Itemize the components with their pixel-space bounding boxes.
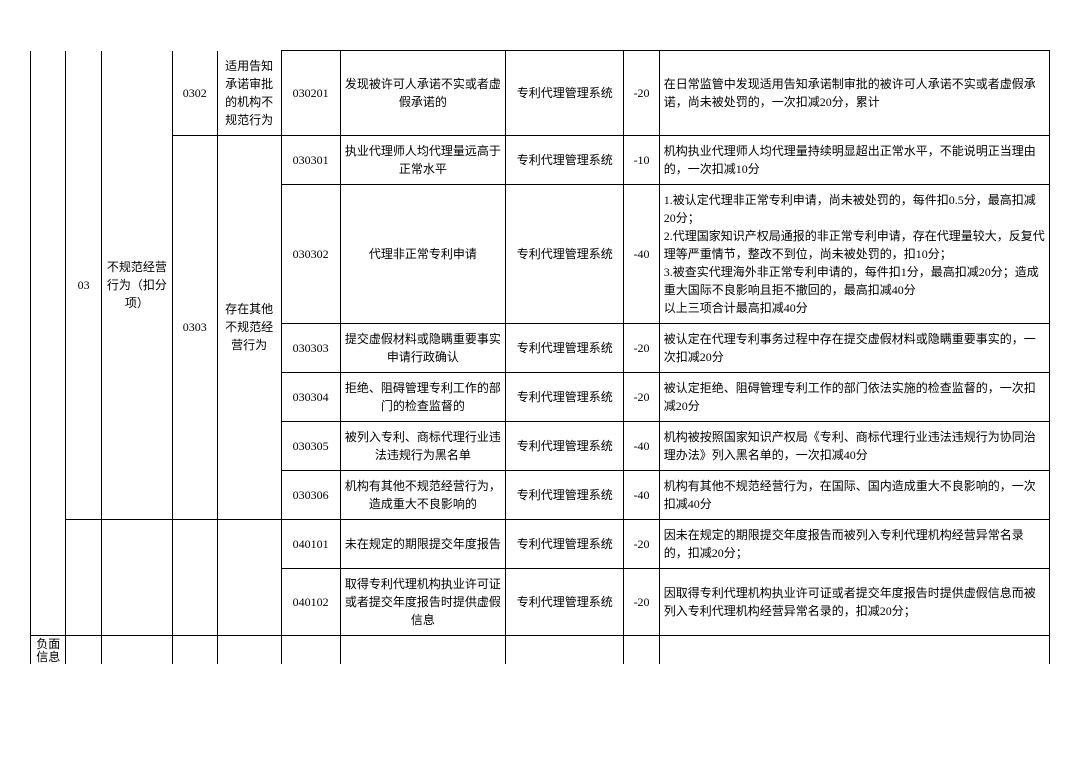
cell-label-03: 不规范经营行为（扣分项） xyxy=(101,51,172,520)
cell-remark: 机构执业代理师人均代理量持续明显超出正常水平，不能说明正当理由的，一次扣减10分 xyxy=(659,135,1049,184)
cell-label-0303: 存在其他不规范经营行为 xyxy=(217,135,281,519)
cell-remark: 因取得专利代理机构执业许可证或者提交年度报告时提供虚假信息而被列入专利代理机构经… xyxy=(659,568,1049,635)
cell-code-0302: 0302 xyxy=(172,51,217,136)
cell-item: 执业代理师人均代理量远高于正常水平 xyxy=(340,135,505,184)
cell-remark: 被认定在代理专利事务过程中存在提交虚假材料或隐瞒重要事实的，一次扣减20分 xyxy=(659,323,1049,372)
cell-remark: 机构有其他不规范经营行为，在国际、国内造成重大不良影响的，一次扣减40分 xyxy=(659,470,1049,519)
cell-item: 拒绝、阻碍管理专利工作的部门的检查监督的 xyxy=(340,372,505,421)
cell-code-04 xyxy=(66,519,101,635)
cell-item: 机构有其他不规范经营行为，造成重大不良影响的 xyxy=(340,470,505,519)
table-row: 0303 存在其他不规范经营行为 030301 执业代理师人均代理量远高于正常水… xyxy=(31,135,1050,184)
cell-item: 提交虚假材料或隐瞒重要事实申请行政确认 xyxy=(340,323,505,372)
cell-code: 030302 xyxy=(281,184,340,323)
cell-code: 030303 xyxy=(281,323,340,372)
cell-item: 取得专利代理机构执业许可证或者提交年度报告时提供虚假信息 xyxy=(340,568,505,635)
cell-score: -20 xyxy=(624,51,659,136)
cell-code: 040101 xyxy=(281,519,340,568)
cell-item: 被列入专利、商标代理行业违法违规行为黑名单 xyxy=(340,421,505,470)
cell-item: 发现被许可人承诺不实或者虚假承诺的 xyxy=(340,51,505,136)
cell-code-0401 xyxy=(172,519,217,635)
cell-item: 未在规定的期限提交年度报告 xyxy=(340,519,505,568)
deduction-table: 03 不规范经营行为（扣分项） 0302 适用告知承诺审批的机构不规范行为 03… xyxy=(30,50,1050,664)
cell-item: 代理非正常专利申请 xyxy=(340,184,505,323)
cell-score: -40 xyxy=(624,470,659,519)
cell-score: -40 xyxy=(624,421,659,470)
cell-label-04 xyxy=(101,519,172,635)
cell-code: 040102 xyxy=(281,568,340,635)
cell-remark: 在日常监管中发现适用告知承诺制审批的被许可人承诺不实或者虚假承诺，尚未被处罚的，… xyxy=(659,51,1049,136)
cell-remark: 机构被按照国家知识产权局《专利、商标代理行业违法违规行为协同治理办法》列入黑名单… xyxy=(659,421,1049,470)
cell-score: -10 xyxy=(624,135,659,184)
cell-source: 专利代理管理系统 xyxy=(506,421,624,470)
cell-source: 专利代理管理系统 xyxy=(506,323,624,372)
cell-remark: 1.被认定代理非正常专利申请，尚未被处罚的，每件扣0.5分，最高扣减20分；2.… xyxy=(659,184,1049,323)
cell-code: 030301 xyxy=(281,135,340,184)
cell-label-0302: 适用告知承诺审批的机构不规范行为 xyxy=(217,51,281,136)
cell-score: -20 xyxy=(624,372,659,421)
cell-source: 专利代理管理系统 xyxy=(506,470,624,519)
cell-code: 030201 xyxy=(281,51,340,136)
cell-score: -40 xyxy=(624,184,659,323)
cell-code-0303: 0303 xyxy=(172,135,217,519)
cell-source: 专利代理管理系统 xyxy=(506,372,624,421)
cell-source: 专利代理管理系统 xyxy=(506,51,624,136)
cell-source: 专利代理管理系统 xyxy=(506,519,624,568)
cell-remark: 因未在规定的期限提交年度报告而被列入专利代理机构经营异常名录的，扣减20分； xyxy=(659,519,1049,568)
cell-score: -20 xyxy=(624,568,659,635)
cell-col-a-label: 负面信息 xyxy=(31,635,66,664)
table-row: 040101 未在规定的期限提交年度报告 专利代理管理系统 -20 因未在规定的… xyxy=(31,519,1050,568)
cell-col-a xyxy=(31,51,66,636)
cell-remark: 被认定拒绝、阻碍管理专利工作的部门依法实施的检查监督的，一次扣减20分 xyxy=(659,372,1049,421)
cell-source: 专利代理管理系统 xyxy=(506,184,624,323)
cell-code: 030306 xyxy=(281,470,340,519)
cell-source: 专利代理管理系统 xyxy=(506,568,624,635)
table-row: 负面信息 xyxy=(31,635,1050,664)
cell-score: -20 xyxy=(624,519,659,568)
cell-code: 030305 xyxy=(281,421,340,470)
cell-code-03: 03 xyxy=(66,51,101,520)
cell-code: 030304 xyxy=(281,372,340,421)
table-row: 03 不规范经营行为（扣分项） 0302 适用告知承诺审批的机构不规范行为 03… xyxy=(31,51,1050,136)
cell-label-0401 xyxy=(217,519,281,635)
cell-score: -20 xyxy=(624,323,659,372)
cell-source: 专利代理管理系统 xyxy=(506,135,624,184)
